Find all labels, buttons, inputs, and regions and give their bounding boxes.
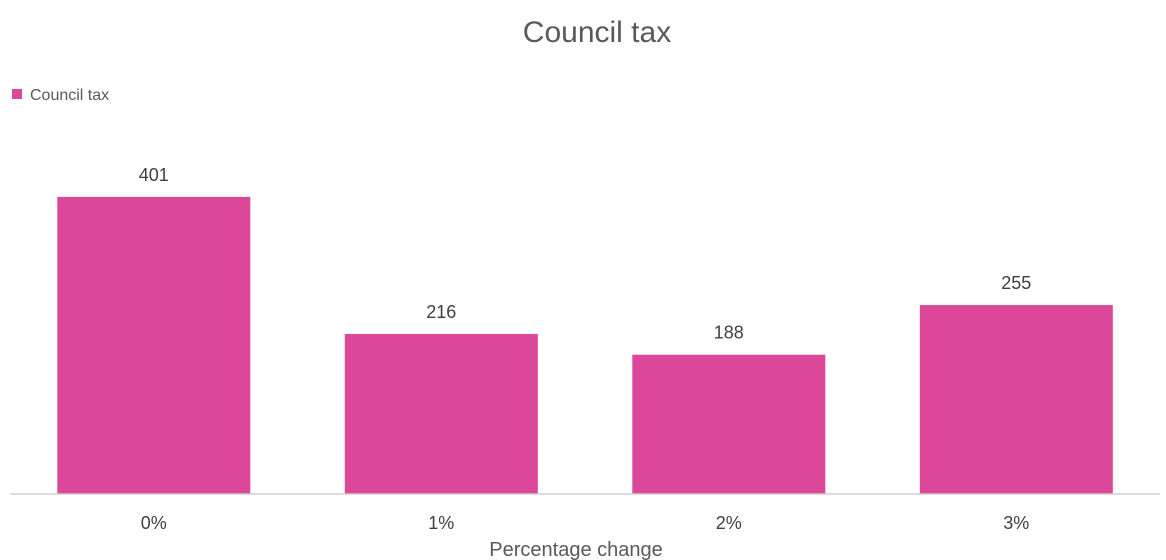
bar-2 xyxy=(632,354,826,494)
data-label-3: 255 xyxy=(1001,273,1031,293)
data-label-0: 401 xyxy=(139,165,169,185)
bar-1 xyxy=(344,334,538,494)
data-label-2: 188 xyxy=(714,323,744,343)
data-labels-group: 401 216 188 255 xyxy=(139,165,1032,343)
x-tick-label-0: 0% xyxy=(141,513,167,533)
chart-title: Council tax xyxy=(523,16,671,49)
legend-label: Council tax xyxy=(30,87,109,104)
x-axis-title: Percentage change xyxy=(489,539,662,560)
x-tick-labels: 0% 1% 2% 3% xyxy=(141,513,1030,533)
x-tick-label-1: 1% xyxy=(428,513,454,533)
legend-swatch xyxy=(12,89,22,99)
bars-group xyxy=(57,196,1113,494)
bar-0 xyxy=(57,196,251,494)
x-tick-label-2: 2% xyxy=(716,513,742,533)
legend: Council tax xyxy=(12,87,109,104)
data-label-1: 216 xyxy=(426,302,456,322)
bar-3 xyxy=(919,305,1113,494)
x-tick-label-3: 3% xyxy=(1003,513,1029,533)
